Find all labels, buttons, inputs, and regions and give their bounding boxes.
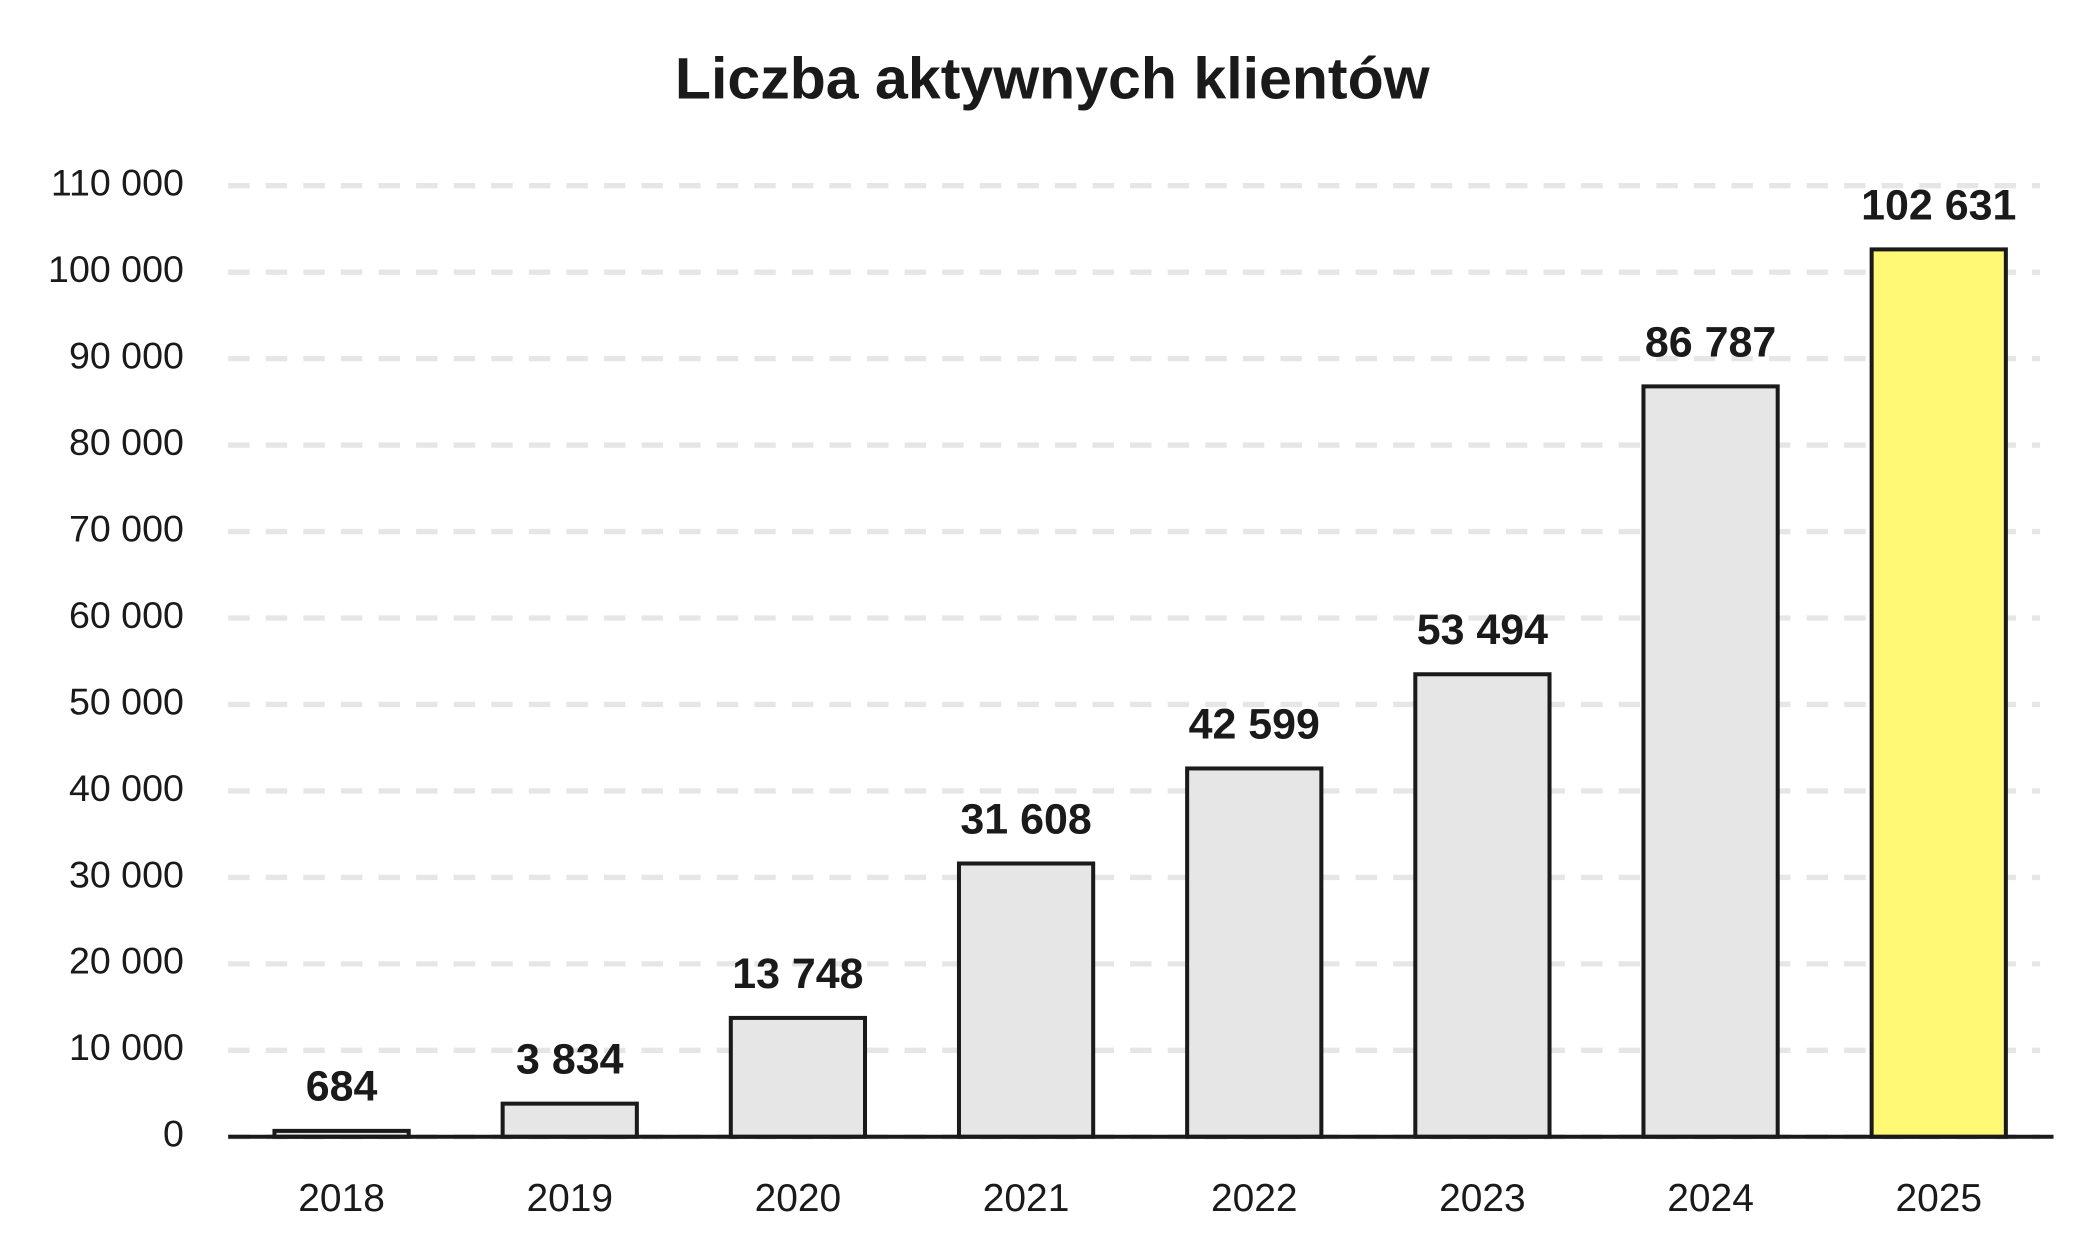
chart-title: Liczba aktywnych klientów: [675, 46, 1430, 111]
y-tick-label: 70 000: [69, 508, 184, 550]
y-tick-label: 80 000: [69, 421, 184, 463]
y-tick-label: 30 000: [69, 853, 184, 895]
x-tick-label: 2019: [526, 1177, 613, 1220]
y-tick-label: 20 000: [69, 940, 184, 982]
x-tick-label: 2020: [755, 1177, 842, 1220]
x-tick-label: 2018: [298, 1177, 385, 1220]
value-label: 53 494: [1417, 606, 1548, 654]
value-label: 86 787: [1645, 318, 1776, 366]
y-tick-label: 0: [163, 1113, 184, 1155]
value-label: 13 748: [732, 950, 863, 998]
y-tick-label: 90 000: [69, 335, 184, 377]
value-label: 42 599: [1189, 700, 1320, 748]
bar: [1641, 384, 1780, 1139]
bar: [500, 1101, 639, 1139]
bar: [1413, 672, 1552, 1139]
x-tick-label: 2022: [1211, 1177, 1298, 1220]
x-tick-label: 2024: [1667, 1177, 1754, 1220]
y-tick-label: 60 000: [69, 594, 184, 636]
y-tick-label: 10 000: [69, 1026, 184, 1068]
x-tick-label: 2021: [983, 1177, 1070, 1220]
y-tick-label: 50 000: [69, 680, 184, 722]
y-tick-label: 100 000: [48, 248, 184, 290]
value-label: 684: [306, 1063, 378, 1111]
value-label: 31 608: [960, 795, 1091, 843]
bar: [1869, 247, 2008, 1139]
value-label: 3 834: [516, 1036, 624, 1084]
bar: [1185, 766, 1324, 1139]
bar: [956, 861, 1096, 1139]
bar: [728, 1015, 868, 1139]
grid: [228, 183, 2041, 1140]
y-tick-label: 40 000: [69, 767, 184, 809]
x-tick-label: 2025: [1895, 1177, 1982, 1220]
value-label: 102 631: [1861, 181, 2016, 229]
y-tick-label: 110 000: [51, 162, 184, 204]
x-tick-label: 2023: [1439, 1177, 1526, 1220]
